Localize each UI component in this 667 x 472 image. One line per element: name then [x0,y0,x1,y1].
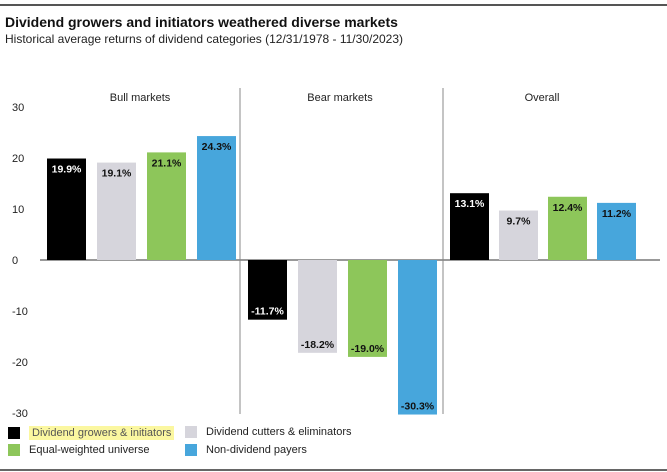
y-tick-label: -20 [12,357,28,369]
legend-item-growers: Dividend growers & initiators [8,426,175,440]
bar [248,260,287,320]
bar [298,260,337,353]
data-label: -18.2% [301,339,335,351]
chart-subtitle: Historical average returns of dividend c… [5,32,404,46]
category-label: Bull markets [110,92,171,104]
bar [197,136,236,260]
legend-swatch [8,444,20,456]
category-label: Bear markets [307,92,373,104]
bar [47,158,86,260]
data-label: 19.9% [52,164,82,176]
top-rule [0,4,667,6]
data-label: -11.7% [251,306,284,318]
data-label: 9.7% [507,216,532,228]
data-label: 21.1% [152,157,182,169]
chart-title: Dividend growers and initiators weathere… [5,14,398,30]
legend-item-cutters: Dividend cutters & eliminators [185,426,352,438]
legend-swatch [185,444,197,456]
legend-swatch [185,426,197,438]
legend-label: Non-dividend payers [206,444,307,456]
data-label: 13.1% [455,198,485,210]
y-tick-label: -10 [12,306,28,318]
bar [548,196,587,260]
legend-label: Dividend cutters & eliminators [206,426,352,438]
data-label: 19.1% [102,168,132,180]
data-label: 24.3% [202,141,232,153]
legend-item-nondividend: Non-dividend payers [185,444,307,456]
bar [147,152,186,260]
y-tick-label: 30 [12,102,24,114]
data-label: 11.2% [602,208,632,220]
data-label: -30.3% [401,401,435,413]
y-tick-label: 0 [12,255,18,267]
y-tick-label: 20 [12,153,24,165]
bar [499,210,538,260]
bar [398,260,437,415]
y-tick-label: -30 [12,408,28,420]
legend-label: Equal-weighted universe [29,444,150,456]
bar [450,193,489,260]
bottom-rule [0,469,667,471]
data-label: 12.4% [553,202,583,214]
data-label: -19.0% [351,343,385,355]
bar [348,260,387,357]
bar [597,202,636,260]
legend-item-equal: Equal-weighted universe [8,444,149,456]
bar [97,162,136,260]
y-tick-label: 10 [12,204,24,216]
category-label: Overall [525,92,560,104]
legend-label: Dividend growers & initiators [29,426,175,440]
legend-swatch [8,427,20,439]
